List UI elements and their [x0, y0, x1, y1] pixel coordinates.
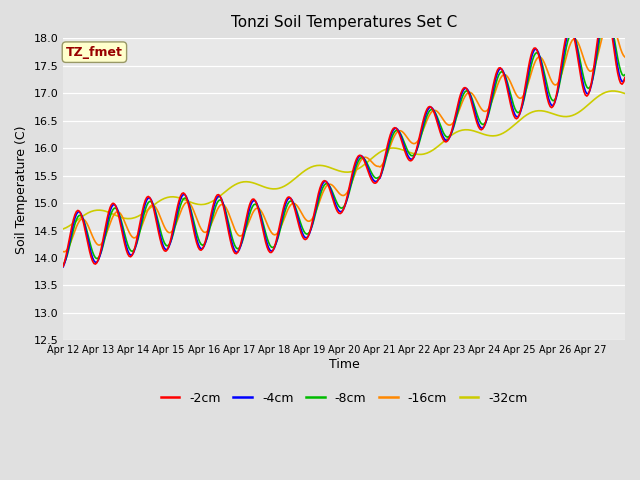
- Legend: -2cm, -4cm, -8cm, -16cm, -32cm: -2cm, -4cm, -8cm, -16cm, -32cm: [156, 387, 532, 410]
- X-axis label: Time: Time: [329, 358, 360, 371]
- Y-axis label: Soil Temperature (C): Soil Temperature (C): [15, 125, 28, 253]
- Title: Tonzi Soil Temperatures Set C: Tonzi Soil Temperatures Set C: [231, 15, 457, 30]
- Text: TZ_fmet: TZ_fmet: [66, 46, 123, 59]
